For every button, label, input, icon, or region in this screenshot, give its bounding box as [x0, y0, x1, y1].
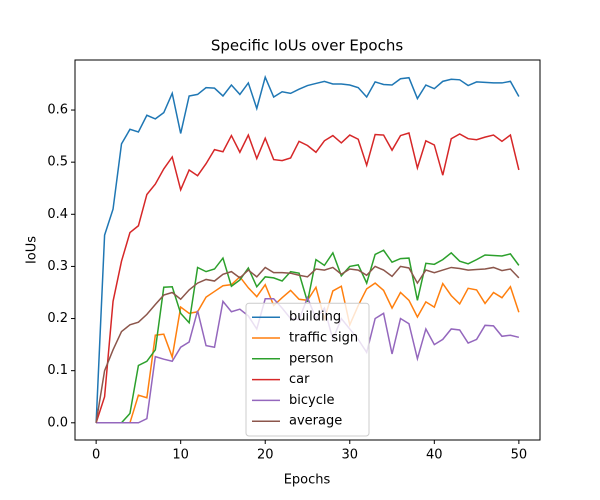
x-tick-label: 10	[172, 448, 189, 463]
series-line	[95, 265, 520, 423]
x-tick-label: 40	[426, 448, 443, 463]
legend-label: person	[289, 351, 334, 366]
y-tick-label: 0.5	[47, 155, 68, 170]
y-tick-label: 0.0	[47, 415, 68, 430]
x-tick-label: 50	[511, 448, 528, 463]
y-axis-label: IoUs	[25, 236, 40, 264]
y-tick-label: 0.6	[47, 103, 68, 118]
legend-label: average	[289, 414, 342, 429]
legend-label: building	[289, 310, 341, 325]
chart-title: Specific IoUs over Epochs	[211, 37, 403, 55]
y-tick-label: 0.3	[47, 259, 68, 274]
x-tick-label: 20	[257, 448, 274, 463]
legend-label: bicycle	[289, 393, 334, 408]
series-line	[96, 249, 520, 424]
series-line	[95, 132, 520, 424]
series-line	[95, 74, 520, 423]
x-tick-label: 0	[92, 448, 100, 463]
axes-frame	[74, 59, 541, 441]
y-tick-label: 0.2	[47, 311, 68, 326]
series-line	[96, 295, 520, 424]
legend-label: traffic sign	[289, 331, 358, 346]
x-axis-label: Epochs	[284, 473, 331, 488]
legend-label: car	[289, 372, 310, 387]
x-tick-label: 30	[341, 448, 358, 463]
legend-box	[245, 302, 370, 437]
y-tick-label: 0.1	[47, 363, 68, 378]
y-tick-label: 0.4	[47, 207, 68, 222]
